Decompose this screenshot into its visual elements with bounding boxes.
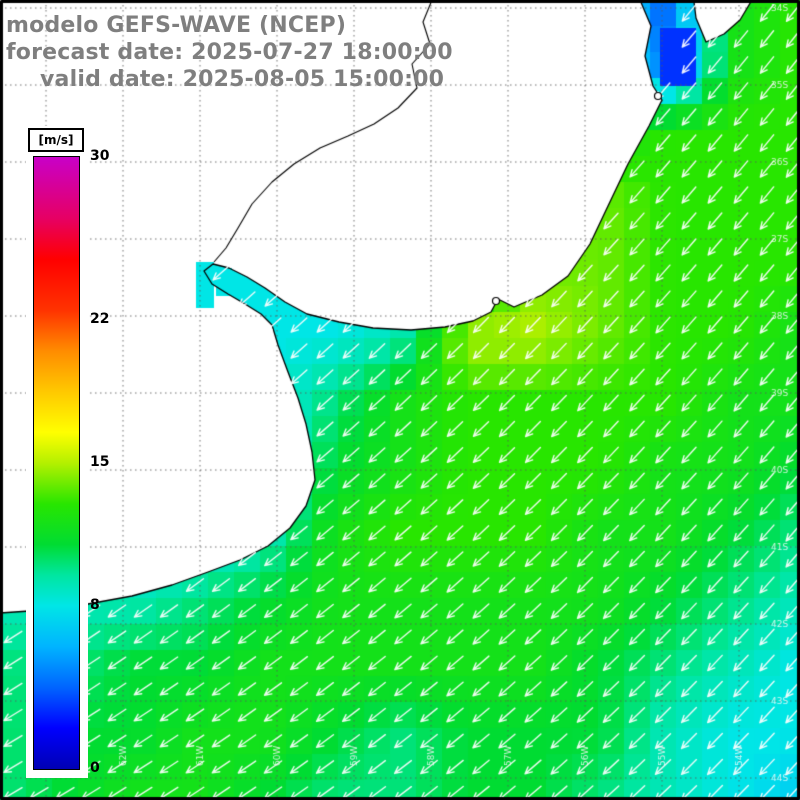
colorbar: [m/s] 30 22 15 8 0	[26, 126, 126, 786]
colorbar-tick-label: 8	[90, 596, 100, 613]
colorbar-tick-label: 30	[90, 148, 110, 164]
colorbar-units-label: [m/s]	[28, 128, 84, 152]
colorbar-tick-label: 0	[90, 760, 100, 776]
map-title-block: modelo GEFS-WAVE (NCEP) forecast date: 2…	[6, 12, 453, 93]
valid-date-label: valid date: 2025-08-05 15:00:00	[40, 67, 445, 92]
colorbar-gradient	[33, 156, 80, 770]
model-title: modelo GEFS-WAVE (NCEP)	[6, 13, 347, 38]
forecast-date-label: forecast date: 2025-07-27 18:00:00	[6, 40, 453, 65]
colorbar-tick-label: 15	[90, 454, 110, 470]
colorbar-tick-label: 22	[90, 311, 110, 328]
